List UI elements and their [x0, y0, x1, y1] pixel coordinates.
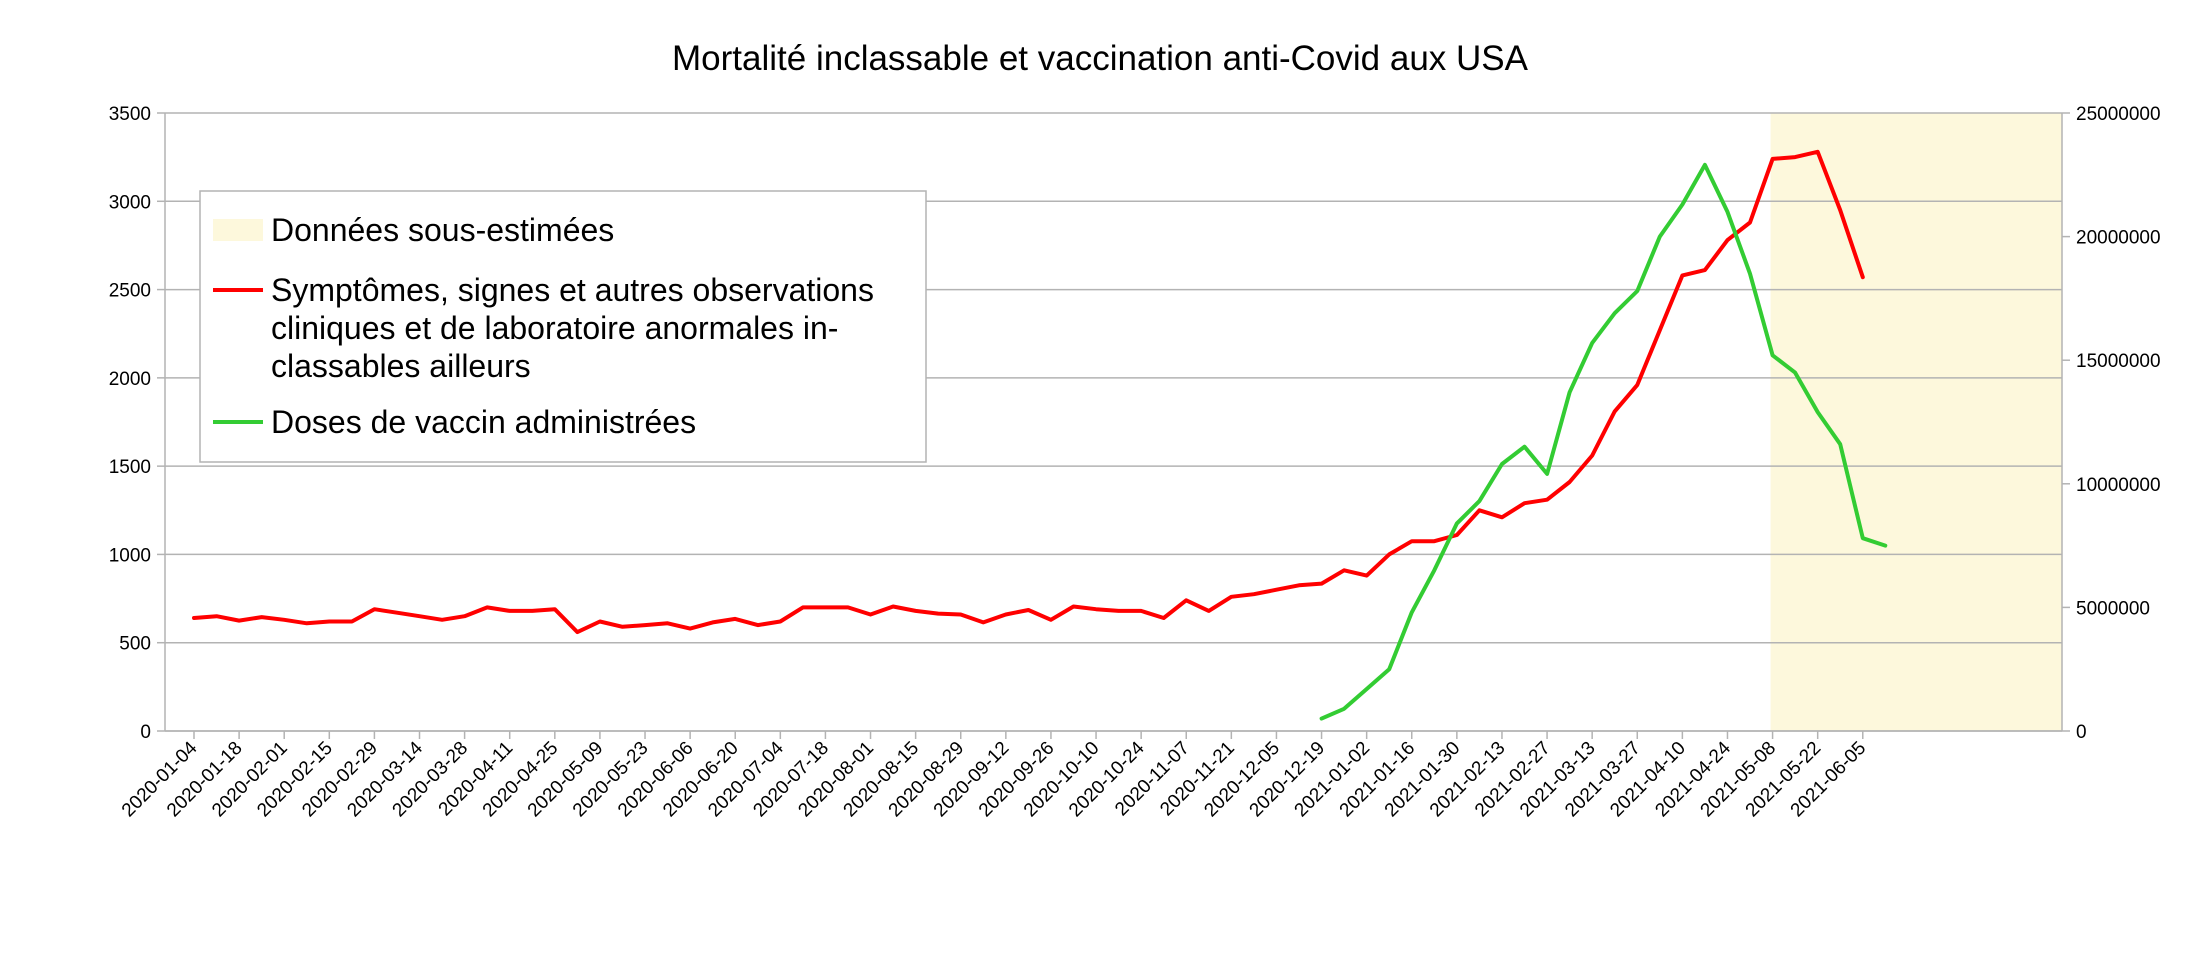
legend-label: Symptômes, signes et autres observations [271, 272, 874, 308]
legend-swatch-band [213, 219, 263, 241]
y-right-tick-label: 20000000 [2076, 228, 2161, 249]
y-left-tick-label: 3500 [109, 104, 151, 125]
series-line-2 [1319, 162, 1888, 721]
y-right-tick-label: 0 [2076, 722, 2087, 743]
series-layer [192, 149, 1888, 721]
legend-label: cliniques et de laboratoire anormales in… [271, 310, 838, 346]
legend-label: Données sous-estimées [271, 212, 614, 248]
legend-label: Doses de vaccin administrées [271, 404, 696, 440]
legend: Données sous-estimées Symptômes, signes e… [199, 190, 927, 463]
highlight-band [1770, 113, 2062, 731]
legend-label: classables ailleurs [271, 348, 531, 384]
y-right-tick-label: 15000000 [2076, 351, 2161, 372]
series-line-1 [192, 149, 1865, 635]
y-left-tick-label: 1500 [109, 457, 151, 478]
chart-title: Mortalité inclassable et vaccination ant… [672, 39, 1529, 78]
y-right-tick-label: 5000000 [2076, 598, 2150, 619]
y-left-tick-label: 0 [140, 722, 151, 743]
y-left-tick-label: 3000 [109, 192, 151, 213]
highlight-band-layer [1770, 113, 2062, 731]
y-left-tick-label: 500 [119, 634, 151, 655]
y-right-tick-label: 10000000 [2076, 475, 2161, 496]
y-left-tick-label: 2000 [109, 369, 151, 390]
y-right-tick-label: 25000000 [2076, 104, 2161, 125]
y-left-tick-label: 2500 [109, 281, 151, 302]
y-left-tick-label: 1000 [109, 545, 151, 566]
legend-box [199, 190, 927, 463]
